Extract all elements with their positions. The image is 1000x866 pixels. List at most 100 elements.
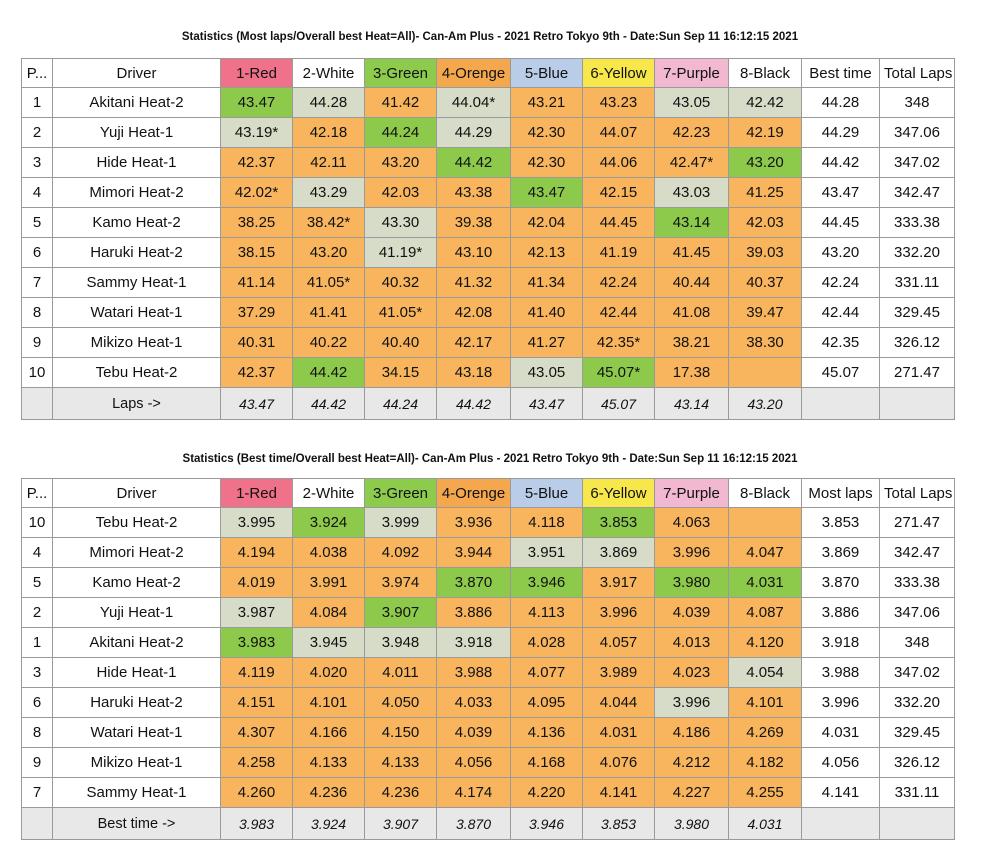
- lane-white-cell: 4.236: [292, 777, 365, 808]
- lane-orange-cell: 3.944: [436, 537, 511, 568]
- position-cell: 1: [21, 87, 53, 118]
- lane-blue-cell: 4.095: [510, 687, 583, 718]
- lane-yellow-cell: 44.45: [582, 207, 655, 238]
- header-lane-orange: 4-Orenge: [436, 58, 511, 88]
- lane-purple-cell: 42.23: [654, 117, 729, 148]
- lane-black-cell: 38.30: [728, 327, 802, 358]
- position-cell: 10: [21, 507, 53, 538]
- header-pos: P...: [21, 58, 53, 88]
- best-cell: 44.42: [801, 147, 880, 178]
- lane-orange-cell: 3.886: [436, 597, 511, 628]
- footer-lane-yellow-cell: 3.853: [582, 807, 655, 840]
- lane-blue-cell: 4.136: [510, 717, 583, 748]
- driver-cell: Kamo Heat-2: [52, 207, 221, 238]
- lane-white-cell: 42.18: [292, 117, 365, 148]
- header-total-laps: Total Laps: [879, 58, 955, 88]
- lane-yellow-cell: 3.853: [582, 507, 655, 538]
- driver-cell: Akitani Heat-2: [52, 627, 221, 658]
- lane-white-cell: 4.166: [292, 717, 365, 748]
- lane-blue-cell: 4.220: [510, 777, 583, 808]
- lane-red-cell: 4.019: [220, 567, 293, 598]
- lane-green-cell: 4.133: [364, 747, 437, 778]
- table-row: 10 Tebu Heat-2 42.37 44.42 34.15 43.18 43.05 45…: [21, 357, 955, 388]
- lane-purple-cell: 4.063: [654, 507, 729, 538]
- lane-green-cell: 34.15: [364, 357, 437, 388]
- lane-orange-cell: 42.17: [436, 327, 511, 358]
- header-lane-orange: 4-Orenge: [436, 478, 511, 508]
- footer-blank: [879, 807, 955, 840]
- driver-cell: Hide Heat-1: [52, 147, 221, 178]
- footer-lane-red-cell: 3.983: [220, 807, 293, 840]
- lane-orange-cell: 43.18: [436, 357, 511, 388]
- lane-orange-cell: 44.04*: [436, 87, 511, 118]
- lane-black-cell: 4.047: [728, 537, 802, 568]
- best-cell: 42.24: [801, 267, 880, 298]
- total-laps-cell: 331.11: [879, 777, 955, 808]
- driver-cell: Sammy Heat-1: [52, 777, 221, 808]
- best-cell: 3.853: [801, 507, 880, 538]
- lane-purple-cell: 43.14: [654, 207, 729, 238]
- footer-label: Laps ->: [52, 387, 221, 420]
- lane-yellow-cell: 42.44: [582, 297, 655, 328]
- total-laps-cell: 347.06: [879, 117, 955, 148]
- best-cell: 3.988: [801, 657, 880, 688]
- header-driver: Driver: [52, 58, 221, 88]
- position-cell: 7: [21, 777, 53, 808]
- lane-green-cell: 4.050: [364, 687, 437, 718]
- driver-cell: Tebu Heat-2: [52, 507, 221, 538]
- lane-white-cell: 4.038: [292, 537, 365, 568]
- lane-black-cell: 42.42: [728, 87, 802, 118]
- header-lane-black: 8-Black: [728, 58, 802, 88]
- driver-cell: Watari Heat-1: [52, 297, 221, 328]
- lane-green-cell: 41.19*: [364, 237, 437, 268]
- best-cell: 42.35: [801, 327, 880, 358]
- footer-row: Laps -> 43.47 44.42 44.24 44.42 43.47 45.07 43.…: [21, 387, 955, 420]
- position-cell: 10: [21, 357, 53, 388]
- lane-black-cell: 4.269: [728, 717, 802, 748]
- header-lane-yellow: 6-Yellow: [582, 58, 655, 88]
- header-lane-blue: 5-Blue: [510, 478, 583, 508]
- table-row: 1 Akitani Heat-2 3.983 3.945 3.948 3.918 4.028…: [21, 627, 955, 658]
- lane-purple-cell: 4.227: [654, 777, 729, 808]
- lane-red-cell: 4.260: [220, 777, 293, 808]
- table-row: 8 Watari Heat-1 37.29 41.41 41.05* 42.08 41.40…: [21, 297, 955, 328]
- lane-green-cell: 3.907: [364, 597, 437, 628]
- lane-black-cell: 39.03: [728, 237, 802, 268]
- lane-yellow-cell: 3.869: [582, 537, 655, 568]
- position-cell: 8: [21, 297, 53, 328]
- lane-yellow-cell: 45.07*: [582, 357, 655, 388]
- position-cell: 2: [21, 117, 53, 148]
- footer-blank: [21, 387, 53, 420]
- footer-lane-orange-cell: 3.870: [436, 807, 511, 840]
- lane-white-cell: 3.991: [292, 567, 365, 598]
- lane-purple-cell: 43.05: [654, 87, 729, 118]
- lane-white-cell: 42.11: [292, 147, 365, 178]
- footer-blank: [801, 807, 880, 840]
- most-laps-table: P... Driver 1-Red 2-White 3-Green 4-Orenge 5-B…: [21, 58, 955, 420]
- header-lane-green: 3-Green: [364, 478, 437, 508]
- total-laps-cell: 342.47: [879, 537, 955, 568]
- lane-blue-cell: 4.028: [510, 627, 583, 658]
- driver-cell: Sammy Heat-1: [52, 267, 221, 298]
- best-cell: 3.870: [801, 567, 880, 598]
- driver-cell: Mimori Heat-2: [52, 537, 221, 568]
- footer-lane-purple-cell: 43.14: [654, 387, 729, 420]
- lane-red-cell: 42.37: [220, 357, 293, 388]
- position-cell: 7: [21, 267, 53, 298]
- lane-green-cell: 43.30: [364, 207, 437, 238]
- lane-purple-cell: 3.996: [654, 687, 729, 718]
- lane-orange-cell: 3.988: [436, 657, 511, 688]
- footer-lane-black-cell: 43.20: [728, 387, 802, 420]
- total-laps-cell: 342.47: [879, 177, 955, 208]
- lane-purple-cell: 4.039: [654, 597, 729, 628]
- lane-blue-cell: 43.21: [510, 87, 583, 118]
- header-best: Best time: [801, 58, 880, 88]
- footer-lane-yellow-cell: 45.07: [582, 387, 655, 420]
- lane-purple-cell: 41.08: [654, 297, 729, 328]
- lane-red-cell: 4.151: [220, 687, 293, 718]
- footer-lane-purple-cell: 3.980: [654, 807, 729, 840]
- lane-green-cell: 41.05*: [364, 297, 437, 328]
- lane-red-cell: 3.995: [220, 507, 293, 538]
- lane-green-cell: 44.24: [364, 117, 437, 148]
- position-cell: 9: [21, 747, 53, 778]
